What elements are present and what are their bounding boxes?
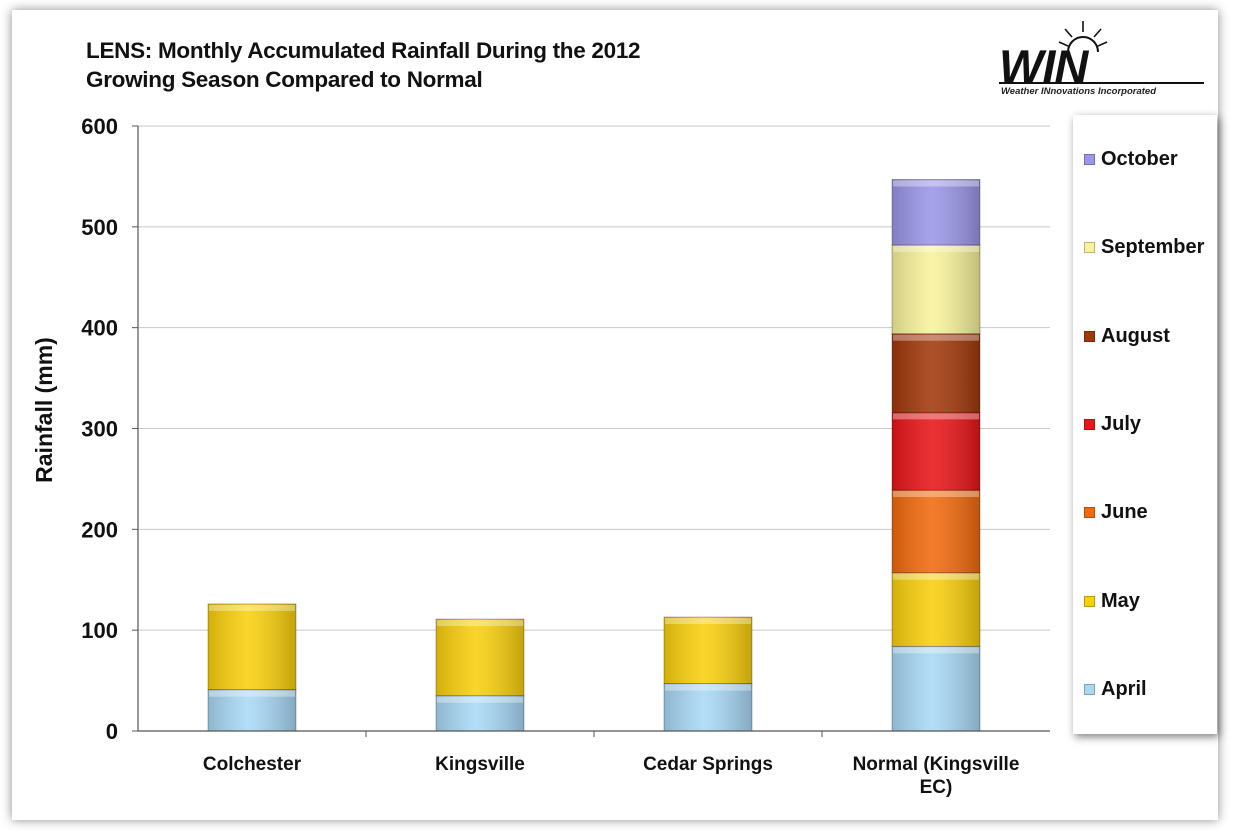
bar-cedar-springs-april — [663, 683, 753, 732]
bar-normal-kingsville-ec-july — [891, 411, 981, 491]
win-logo: WIN Weather INnovations Incorporated — [996, 18, 1210, 100]
bar-colchester-april — [207, 689, 297, 732]
bar-kingsville-april — [435, 695, 525, 732]
y-tick-label-200: 200 — [81, 517, 118, 542]
y-axis-label: Rainfall (mm) — [31, 337, 57, 483]
bar-normal-kingsville-ec-august — [891, 333, 981, 413]
x-tick-labels: Colchester Kingsville Cedar Springs Normal … — [203, 731, 1020, 798]
bar-cedar-springs-may — [663, 616, 753, 685]
legend-item-april: April — [1084, 678, 1147, 701]
legend-label-october: October — [1101, 148, 1178, 170]
sun-icon — [1058, 21, 1108, 53]
chart-title-line-1: LENS: Monthly Accumulated Rainfall Durin… — [86, 38, 641, 63]
y-tick-label-100: 100 — [81, 618, 118, 643]
chart-title: LENS: Monthly Accumulated Rainfall Durin… — [86, 36, 641, 94]
legend-item-june: June — [1084, 501, 1148, 524]
legend-label-july: July — [1101, 412, 1142, 435]
logo-tagline: Weather INnovations Incorporated — [1001, 86, 1157, 97]
bars — [207, 179, 981, 732]
x-tick-label-kingsville: Kingsville — [435, 754, 525, 775]
legend-item-july: July — [1084, 413, 1141, 436]
y-tick-label-500: 500 — [81, 215, 118, 240]
y-tick-label-600: 600 — [81, 114, 118, 139]
legend-swatch-april — [1084, 683, 1095, 695]
x-tick-label-colchester: Colchester — [203, 754, 302, 775]
y-tick-label-300: 300 — [81, 417, 118, 442]
legend-label-april: April — [1101, 677, 1147, 700]
legend-label-june: June — [1101, 501, 1148, 524]
legend-swatch-may — [1084, 595, 1095, 607]
bar-normal-kingsville-ec-october — [891, 179, 981, 246]
chart-legend: October September August July June May April — [1073, 115, 1217, 734]
legend-item-august: August — [1084, 325, 1170, 348]
bar-kingsville-may — [435, 618, 525, 697]
legend-swatch-october — [1084, 154, 1095, 165]
bar-colchester-may — [207, 603, 297, 691]
x-tick-label-cedar-springs: Cedar Springs — [643, 754, 773, 775]
legend-label-may: May — [1101, 589, 1140, 612]
bar-normal-kingsville-ec-september — [891, 244, 981, 335]
chart-title-line-2: Growing Season Compared to Normal — [86, 67, 483, 92]
y-tick-label-0: 0 — [106, 719, 118, 744]
y-tick-label-400: 400 — [81, 316, 118, 341]
legend-label-august: August — [1101, 324, 1170, 347]
y-tick-labels: 0 100 200 300 400 500 600 — [81, 114, 118, 744]
legend-swatch-june — [1084, 507, 1095, 519]
bar-normal-kingsville-ec-may — [891, 572, 981, 647]
legend-item-september: September — [1084, 236, 1204, 259]
legend-swatch-august — [1084, 330, 1095, 342]
legend-label-september: September — [1101, 236, 1205, 259]
bar-normal-kingsville-ec-june — [891, 489, 981, 574]
legend-swatch-september — [1084, 242, 1095, 254]
logo-word: WIN — [999, 40, 1088, 93]
bar-normal-kingsville-ec-april — [891, 645, 981, 732]
legend-swatch-july — [1084, 418, 1095, 430]
logo-underline — [999, 82, 1204, 84]
x-tick-label-normal-kingsville-ec: Normal (Kingsville EC) — [853, 754, 1020, 798]
legend-item-october: October — [1084, 148, 1178, 171]
legend-item-may: May — [1084, 590, 1140, 613]
